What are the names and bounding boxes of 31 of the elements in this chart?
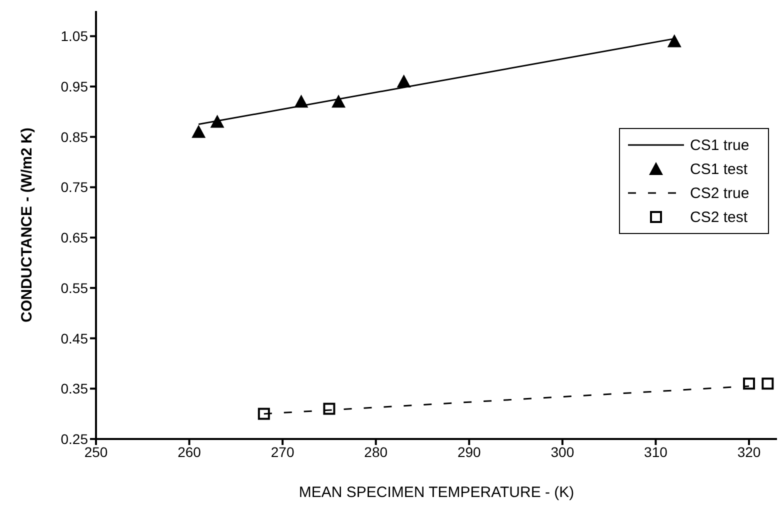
x-tick-label: 320 — [737, 444, 761, 460]
point — [743, 378, 756, 390]
y-tick-label: 0.85 — [60, 128, 88, 145]
point — [323, 402, 336, 415]
x-tick-label: 270 — [270, 444, 294, 460]
point — [667, 34, 682, 48]
y-tick-label: 0.35 — [60, 380, 88, 397]
point — [294, 94, 308, 108]
point — [396, 74, 411, 88]
point — [192, 124, 206, 138]
legend-label: CS2 test — [690, 208, 748, 226]
y-axis-title: CONDUCTANCE - (W/m2 K) — [18, 128, 36, 322]
point — [762, 378, 774, 390]
x-axis-title: MEAN SPECIMEN TEMPERATURE - (K) — [298, 484, 574, 501]
y-tick-label: 0.95 — [60, 78, 88, 94]
legend-label: CS2 true — [690, 184, 750, 202]
x-tick-label: 290 — [457, 444, 482, 460]
legend-label: CS1 test — [690, 160, 748, 178]
point — [332, 94, 346, 108]
x-tick-label: 300 — [550, 444, 574, 460]
y-tick-label: 0.65 — [60, 230, 88, 246]
x-tick-label: 310 — [644, 444, 668, 460]
point — [210, 114, 224, 128]
y-tick-label: 0.45 — [60, 330, 88, 346]
legend-label: CS1 true — [690, 136, 750, 154]
point — [258, 408, 270, 420]
y-tick-label: 0.75 — [60, 179, 88, 196]
x-tick-label: 280 — [364, 444, 388, 460]
y-tick-label: 0.55 — [60, 280, 88, 296]
y-tick-label: 1.05 — [60, 28, 88, 44]
x-tick-label: 260 — [178, 444, 202, 460]
